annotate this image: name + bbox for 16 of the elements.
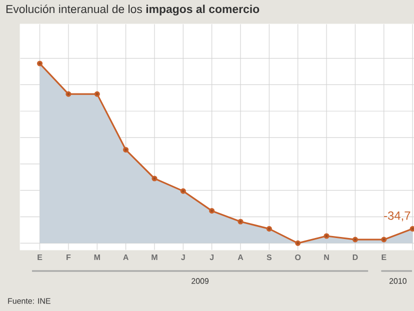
point <box>324 233 330 239</box>
point <box>238 218 244 224</box>
point <box>209 208 215 214</box>
point <box>410 226 414 232</box>
point <box>295 240 301 246</box>
point <box>36 60 43 66</box>
point <box>123 146 129 153</box>
point <box>152 176 158 182</box>
point <box>352 236 358 242</box>
point <box>266 226 272 232</box>
point <box>94 91 100 97</box>
point <box>66 91 72 97</box>
chart-title: Evolución interanual de los impagos al comercio <box>6 4 260 16</box>
point <box>180 188 186 194</box>
point <box>381 236 387 242</box>
annotation: -34,7 <box>384 211 410 222</box>
